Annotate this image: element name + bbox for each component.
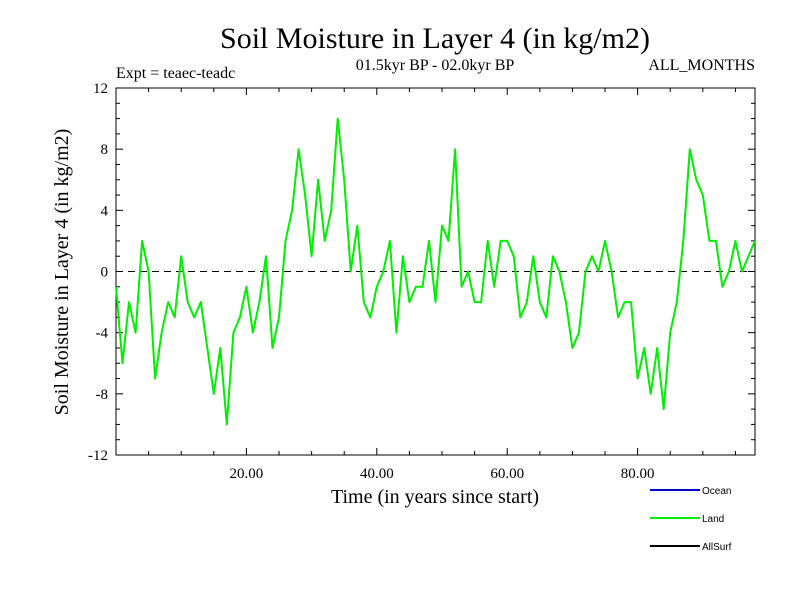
x-tick-labels: 20.00 40.00 60.00 80.00 (230, 466, 655, 482)
x-axis-label: Time (in years since start) (331, 486, 539, 508)
series-line-land (115, 117, 756, 426)
y-tick-labels: -12 -8 -4 0 4 8 12 (88, 81, 109, 464)
x-tick-label: 40.00 (360, 466, 394, 482)
y-tick-label: -8 (96, 387, 109, 403)
x-tick-label: 80.00 (621, 466, 655, 482)
y-tick-label: -12 (88, 448, 108, 464)
chart-title: Soil Moisture in Layer 4 (in kg/m2) (220, 22, 650, 55)
chart-subtitle-center: 01.5kyr BP - 02.0kyr BP (356, 57, 515, 74)
y-axis-label: Soil Moisture in Layer 4 (in kg/m2) (51, 129, 73, 416)
y-tick-label: -4 (96, 326, 109, 342)
x-tick-label: 60.00 (490, 466, 524, 482)
y-tick-label: 8 (101, 142, 109, 158)
chart-subtitle-right: ALL_MONTHS (648, 57, 755, 74)
chart-subtitle-left: Expt = teaec-teadc (116, 65, 235, 82)
x-tick-label: 20.00 (230, 466, 264, 482)
legend-label-land: Land (702, 514, 724, 525)
y-tick-label: 12 (93, 81, 108, 97)
legend-label-allsurf: AllSurf (702, 542, 732, 553)
legend: Ocean Land AllSurf (650, 486, 732, 553)
series-layer (115, 117, 756, 426)
legend-label-ocean: Ocean (702, 486, 731, 497)
y-tick-label: 0 (101, 265, 109, 281)
y-tick-label: 4 (101, 203, 109, 219)
